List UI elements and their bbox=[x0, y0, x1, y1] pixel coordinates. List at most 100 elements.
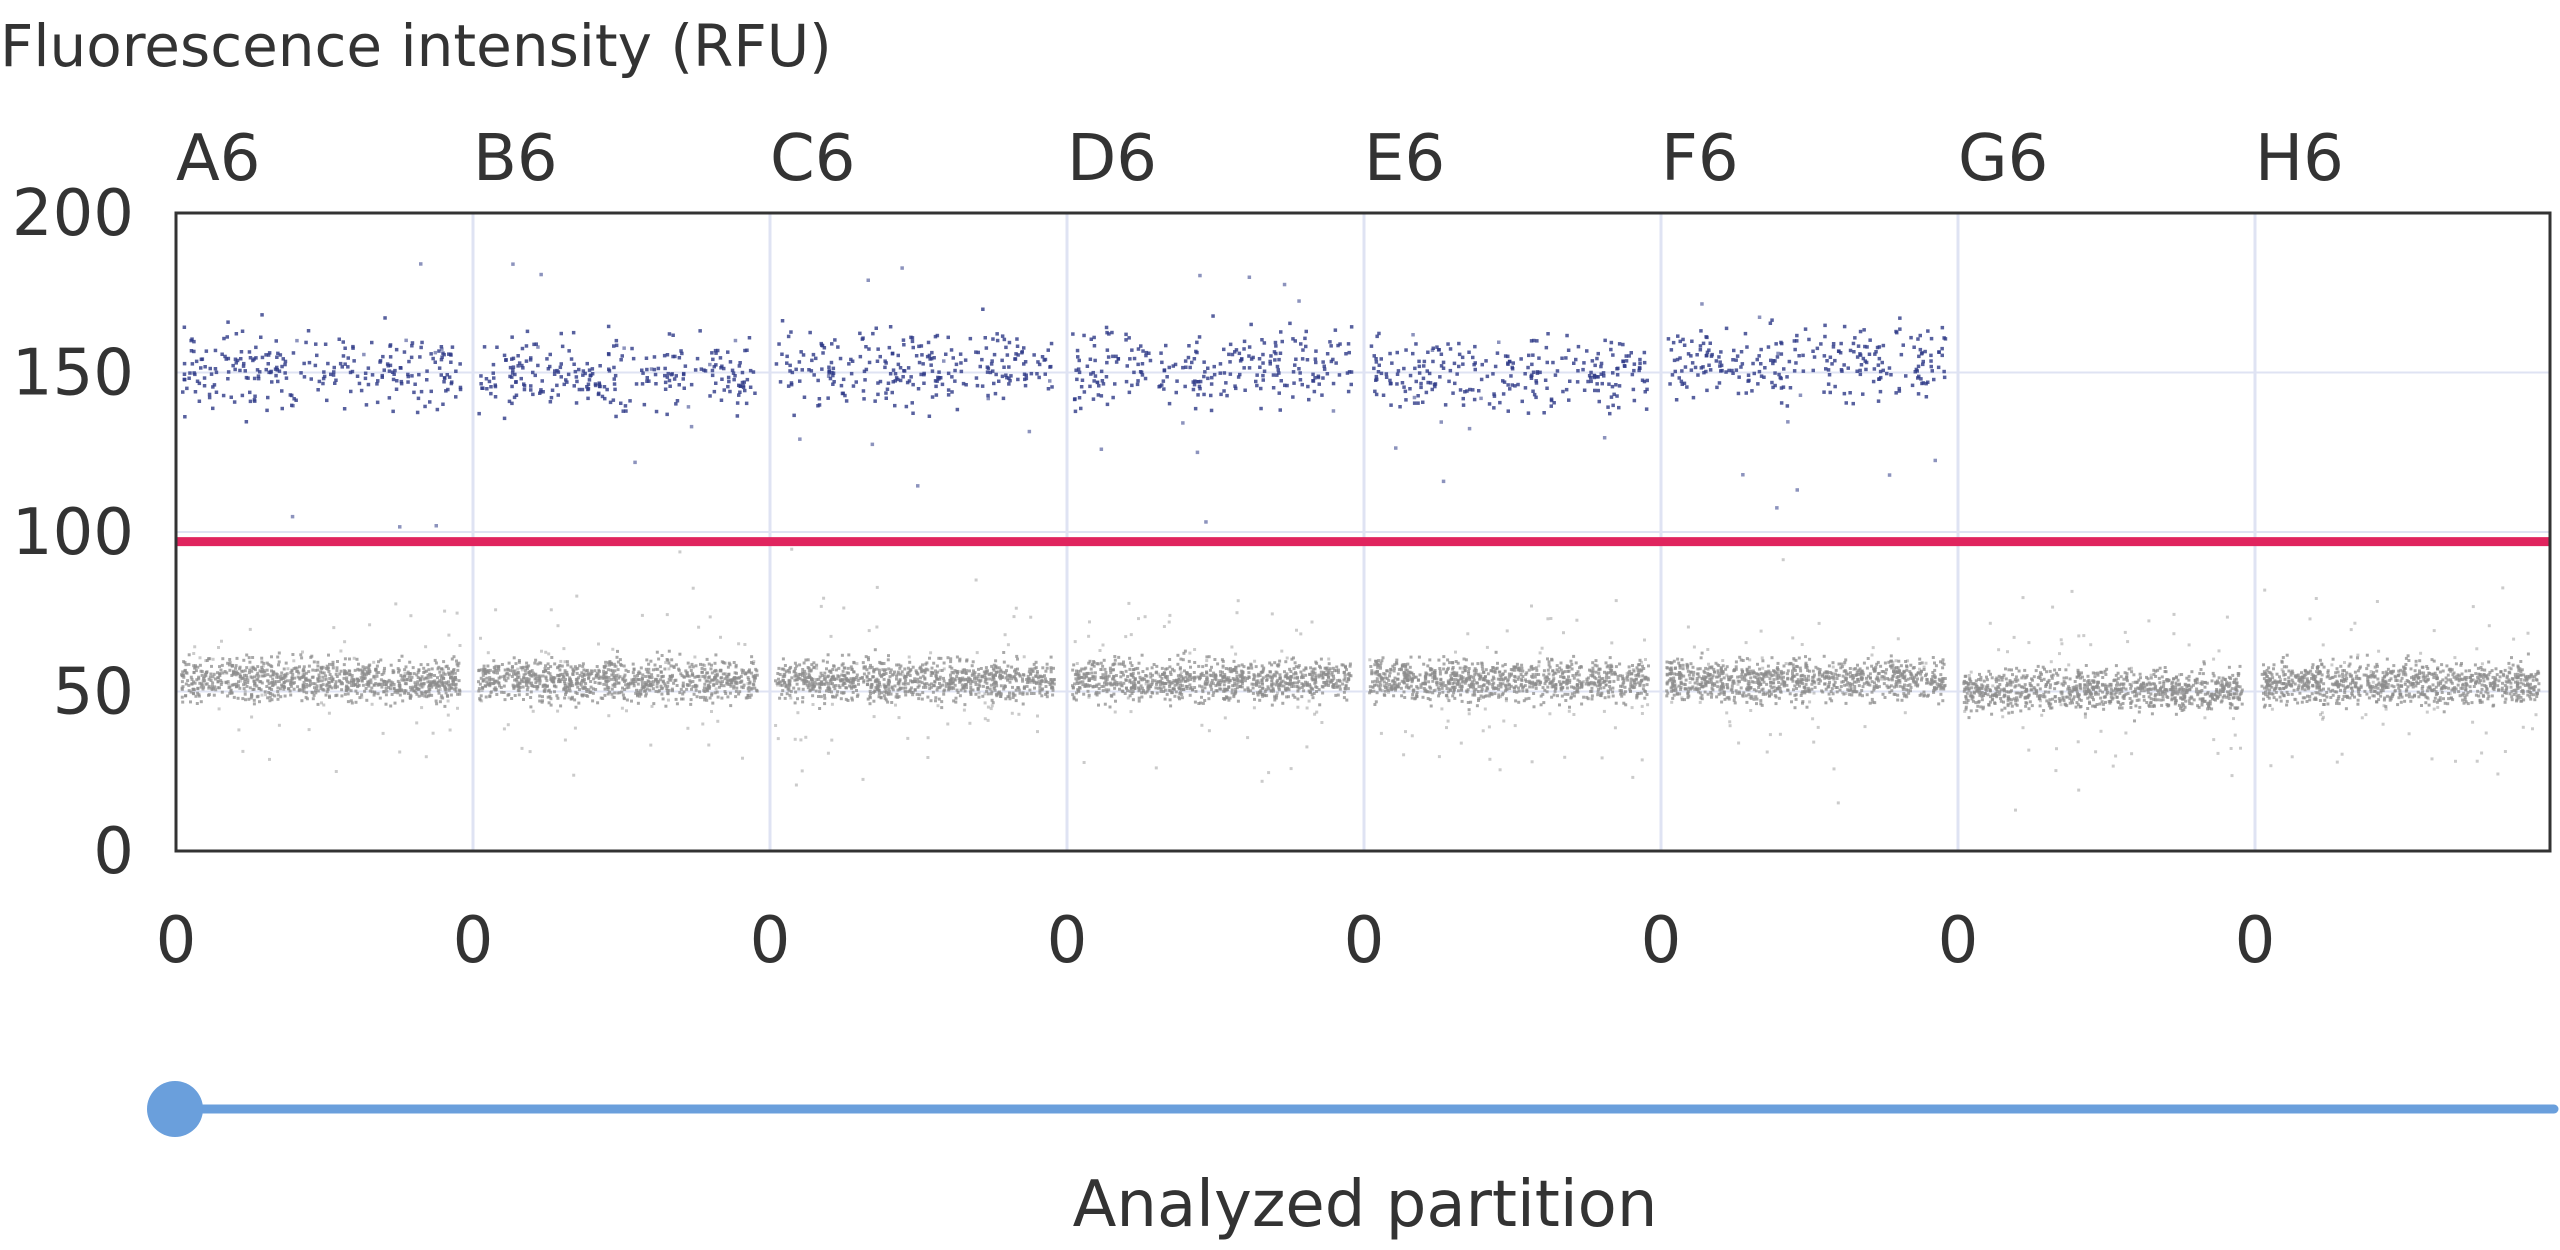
negative-partition-point bbox=[260, 674, 264, 678]
negative-partition-point bbox=[366, 666, 370, 670]
negative-partition-point bbox=[433, 674, 436, 677]
negative-partition-point bbox=[702, 686, 706, 690]
negative-partition-point bbox=[831, 668, 835, 671]
negative-partition-point bbox=[1637, 692, 1641, 696]
negative-partition-point bbox=[1538, 680, 1542, 684]
negative-partition-point bbox=[1031, 676, 1035, 680]
negative-partition-point bbox=[549, 665, 553, 669]
negative-partition-point bbox=[964, 671, 968, 675]
negative-partition-point bbox=[483, 684, 487, 688]
negative-partition-point bbox=[994, 665, 998, 669]
negative-partition-point bbox=[1165, 667, 1169, 671]
negative-partition-point bbox=[805, 683, 809, 687]
negative-partition-point bbox=[777, 677, 780, 681]
negative-partition-point bbox=[205, 671, 208, 674]
negative-partition-point bbox=[441, 696, 445, 700]
negative-partition-point bbox=[989, 692, 993, 696]
negative-partition-point bbox=[1137, 661, 1141, 665]
negative-partition-point bbox=[1330, 673, 1334, 677]
negative-partition-point bbox=[933, 669, 937, 673]
negative-partition-point bbox=[808, 676, 812, 679]
negative-partition-point bbox=[1848, 671, 1852, 675]
negative-partition-point bbox=[1396, 677, 1399, 681]
negative-partition-outlier bbox=[517, 673, 521, 677]
negative-partition-point bbox=[1556, 694, 1559, 698]
negative-partition-point bbox=[1458, 674, 1462, 678]
negative-partition-point bbox=[732, 684, 736, 688]
negative-partition-point bbox=[1378, 664, 1382, 668]
negative-partition-point bbox=[416, 676, 420, 679]
negative-partition-point bbox=[1442, 662, 1446, 666]
negative-partition-outlier bbox=[531, 709, 535, 713]
negative-partition-point bbox=[1626, 678, 1630, 682]
negative-partition-outlier bbox=[686, 726, 690, 730]
negative-partition-point bbox=[488, 668, 492, 672]
negative-partition-point bbox=[334, 686, 337, 690]
negative-partition-point bbox=[1162, 685, 1166, 689]
negative-partition-point bbox=[184, 671, 188, 675]
negative-partition-point bbox=[352, 679, 356, 683]
negative-partition-point bbox=[910, 680, 914, 684]
negative-partition-point bbox=[723, 661, 727, 665]
negative-partition-outlier bbox=[1387, 690, 1390, 694]
negative-partition-point bbox=[692, 692, 696, 696]
negative-partition-point bbox=[345, 685, 349, 689]
negative-partition-point bbox=[1411, 688, 1415, 692]
negative-partition-point bbox=[839, 679, 843, 683]
negative-partition-point bbox=[514, 677, 518, 681]
negative-partition-outlier bbox=[248, 627, 252, 631]
negative-partition-point bbox=[1242, 665, 1246, 669]
negative-partition-point bbox=[1314, 674, 1318, 678]
negative-partition-point bbox=[594, 674, 598, 678]
negative-partition-point bbox=[1438, 667, 1442, 670]
negative-partition-point bbox=[1147, 683, 1151, 687]
negative-partition-point bbox=[277, 663, 280, 667]
negative-partition-point bbox=[1498, 681, 1502, 685]
negative-partition-point bbox=[367, 679, 371, 683]
negative-partition-point bbox=[1228, 669, 1232, 673]
negative-partition-point bbox=[1101, 673, 1105, 677]
negative-partition-outlier bbox=[1327, 657, 1331, 661]
negative-partition-point bbox=[612, 695, 616, 699]
negative-partition-outlier bbox=[264, 693, 267, 697]
negative-partition-point bbox=[1163, 688, 1167, 692]
negative-partition-point bbox=[1172, 687, 1176, 691]
negative-partition-point bbox=[920, 669, 924, 673]
negative-partition-point bbox=[860, 676, 864, 680]
negative-partition-point bbox=[1110, 694, 1114, 698]
negative-partition-point bbox=[1102, 684, 1106, 688]
negative-partition-point bbox=[908, 688, 912, 692]
negative-partition-point bbox=[1496, 661, 1499, 665]
negative-partition-point bbox=[1313, 671, 1317, 675]
negative-partition-point bbox=[1537, 660, 1541, 664]
negative-partition-point bbox=[1441, 690, 1445, 694]
negative-partition-point bbox=[298, 677, 302, 681]
negative-partition-outlier bbox=[572, 773, 576, 777]
negative-partition-point bbox=[1599, 686, 1603, 690]
negative-partition-point bbox=[309, 655, 313, 659]
negative-partition-point bbox=[297, 671, 301, 675]
negative-partition-point bbox=[345, 676, 349, 680]
negative-partition-point bbox=[486, 682, 490, 686]
negative-partition-point bbox=[1636, 668, 1640, 672]
negative-partition-point bbox=[1591, 669, 1595, 673]
negative-partition-point bbox=[1224, 688, 1227, 692]
negative-partition-point bbox=[703, 698, 707, 702]
negative-partition-point bbox=[244, 678, 248, 682]
negative-partition-point bbox=[1285, 695, 1289, 699]
negative-partition-outlier bbox=[1205, 670, 1208, 674]
negative-partition-point bbox=[1349, 674, 1353, 678]
negative-partition-point bbox=[1218, 670, 1222, 674]
negative-partition-point bbox=[1376, 680, 1380, 684]
negative-partition-point bbox=[777, 680, 781, 684]
negative-partition-point bbox=[237, 680, 240, 684]
negative-partition-point bbox=[1577, 673, 1581, 677]
negative-partition-point bbox=[428, 688, 432, 691]
negative-partition-point bbox=[1602, 686, 1606, 690]
negative-partition-point bbox=[403, 668, 407, 672]
negative-partition-point bbox=[1131, 698, 1135, 702]
negative-partition-point bbox=[1033, 686, 1036, 690]
negative-partition-outlier bbox=[1646, 703, 1650, 707]
negative-partition-point bbox=[1507, 672, 1511, 676]
negative-partition-point bbox=[1431, 691, 1435, 695]
